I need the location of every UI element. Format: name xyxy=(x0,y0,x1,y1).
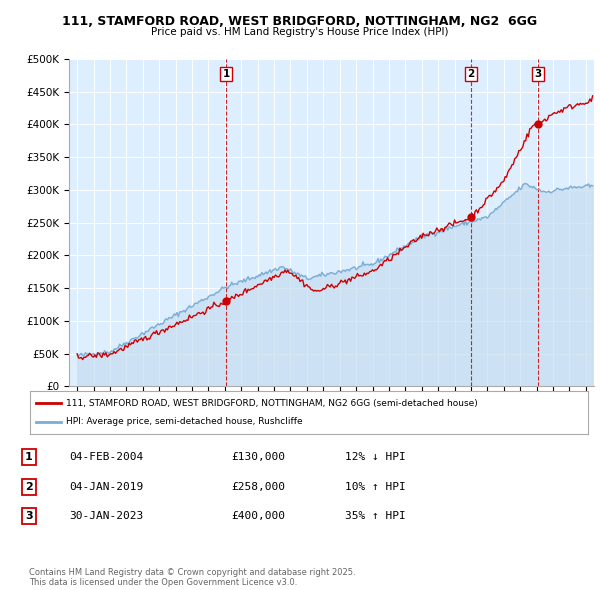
Text: 3: 3 xyxy=(25,512,32,521)
Text: 12% ↓ HPI: 12% ↓ HPI xyxy=(345,453,406,462)
Text: 1: 1 xyxy=(25,453,32,462)
Text: 111, STAMFORD ROAD, WEST BRIDGFORD, NOTTINGHAM, NG2 6GG (semi-detached house): 111, STAMFORD ROAD, WEST BRIDGFORD, NOTT… xyxy=(66,399,478,408)
Text: 2: 2 xyxy=(25,482,32,491)
Text: HPI: Average price, semi-detached house, Rushcliffe: HPI: Average price, semi-detached house,… xyxy=(66,417,303,426)
Text: 3: 3 xyxy=(534,69,542,79)
Text: 111, STAMFORD ROAD, WEST BRIDGFORD, NOTTINGHAM, NG2  6GG: 111, STAMFORD ROAD, WEST BRIDGFORD, NOTT… xyxy=(62,15,538,28)
Text: 1: 1 xyxy=(223,69,230,79)
Text: £400,000: £400,000 xyxy=(231,512,285,521)
Text: 04-FEB-2004: 04-FEB-2004 xyxy=(69,453,143,462)
Text: 10% ↑ HPI: 10% ↑ HPI xyxy=(345,482,406,491)
Text: 2: 2 xyxy=(467,69,475,79)
Text: Price paid vs. HM Land Registry's House Price Index (HPI): Price paid vs. HM Land Registry's House … xyxy=(151,27,449,37)
Text: 30-JAN-2023: 30-JAN-2023 xyxy=(69,512,143,521)
Text: 35% ↑ HPI: 35% ↑ HPI xyxy=(345,512,406,521)
Text: £258,000: £258,000 xyxy=(231,482,285,491)
Text: 04-JAN-2019: 04-JAN-2019 xyxy=(69,482,143,491)
Text: Contains HM Land Registry data © Crown copyright and database right 2025.
This d: Contains HM Land Registry data © Crown c… xyxy=(29,568,355,587)
Text: £130,000: £130,000 xyxy=(231,453,285,462)
